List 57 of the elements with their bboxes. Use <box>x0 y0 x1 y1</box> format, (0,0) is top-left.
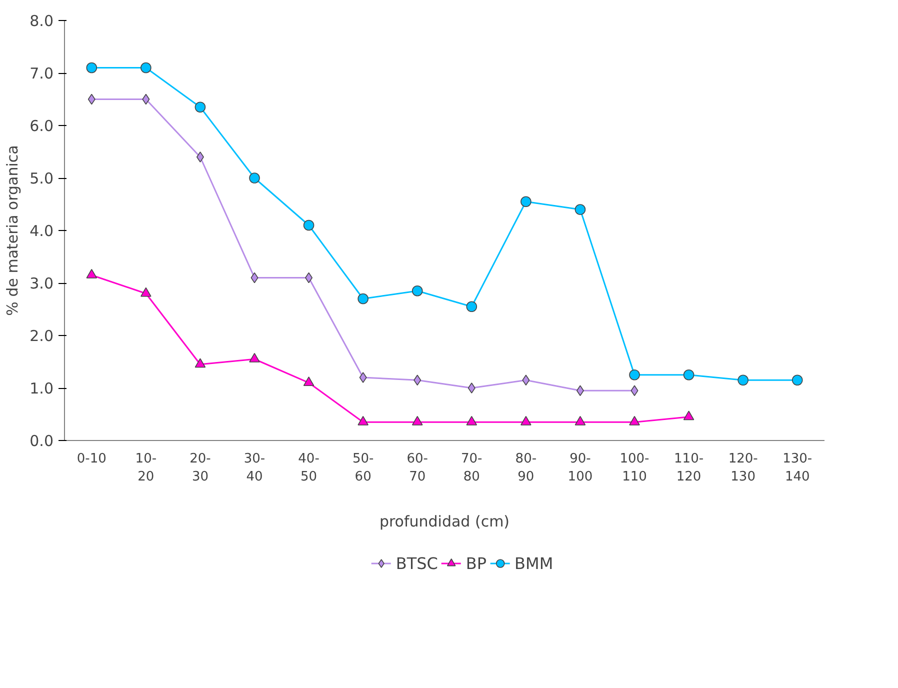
point <box>683 410 694 420</box>
y-tick-label: 5.0 <box>30 170 54 188</box>
y-tick-label: 1.0 <box>30 380 54 398</box>
point <box>412 416 423 426</box>
point <box>412 285 423 296</box>
y-tick-label: 7.0 <box>30 64 54 82</box>
x-tick-label: 10- 20 <box>135 452 157 484</box>
point <box>303 376 314 386</box>
point <box>574 416 586 426</box>
x-tick-label: 30- 40 <box>244 452 266 484</box>
x-axis-title: profundidad (cm) <box>379 512 510 530</box>
point <box>194 358 206 368</box>
point <box>86 268 98 278</box>
legend-label: BP <box>466 554 487 572</box>
point <box>629 369 640 380</box>
legend-label: BMM <box>514 554 554 572</box>
point <box>358 416 368 426</box>
x-tick-label: 60- 70 <box>406 452 428 484</box>
point <box>140 287 152 297</box>
point <box>140 62 152 74</box>
point <box>303 220 314 231</box>
point <box>738 374 748 386</box>
point <box>520 196 532 208</box>
x-tick-label: 70- 80 <box>461 452 483 484</box>
x-tick-label: 50- 60 <box>352 452 374 484</box>
point <box>249 172 260 184</box>
x-tick-label: 20- 30 <box>190 452 212 484</box>
y-tick-label: 2.0 <box>30 327 54 345</box>
point <box>194 102 206 113</box>
x-tick-label: 40- 50 <box>298 452 320 484</box>
point <box>359 372 367 383</box>
point <box>520 416 532 426</box>
x-tick-label: 120- 130 <box>728 452 758 484</box>
point <box>683 369 694 380</box>
y-tick-label: 0.0 <box>30 432 54 450</box>
point <box>249 352 260 362</box>
y-axis-title: % de materia organica <box>4 145 22 316</box>
point <box>792 374 803 386</box>
legend-label: BTSC <box>396 554 438 572</box>
x-tick-label: 110- 120 <box>674 452 704 484</box>
y-tick-label: 4.0 <box>30 222 54 240</box>
y-tick-label: 3.0 <box>30 274 54 292</box>
x-tick-label: 130- 140 <box>782 452 812 484</box>
point <box>358 293 368 304</box>
x-tick-label: 80- 90 <box>515 452 537 484</box>
x-tick-label: 100- 110 <box>620 452 650 484</box>
x-tick-label: 0-10 <box>76 452 106 466</box>
point <box>466 416 478 426</box>
point <box>86 62 98 74</box>
point <box>468 382 476 394</box>
point <box>629 416 640 426</box>
point <box>466 301 478 312</box>
point <box>196 152 204 162</box>
y-tick-label: 8.0 <box>30 12 54 30</box>
y-tick-label: 6.0 <box>30 117 54 135</box>
point <box>574 204 586 215</box>
x-tick-label: 90- 100 <box>568 452 593 484</box>
